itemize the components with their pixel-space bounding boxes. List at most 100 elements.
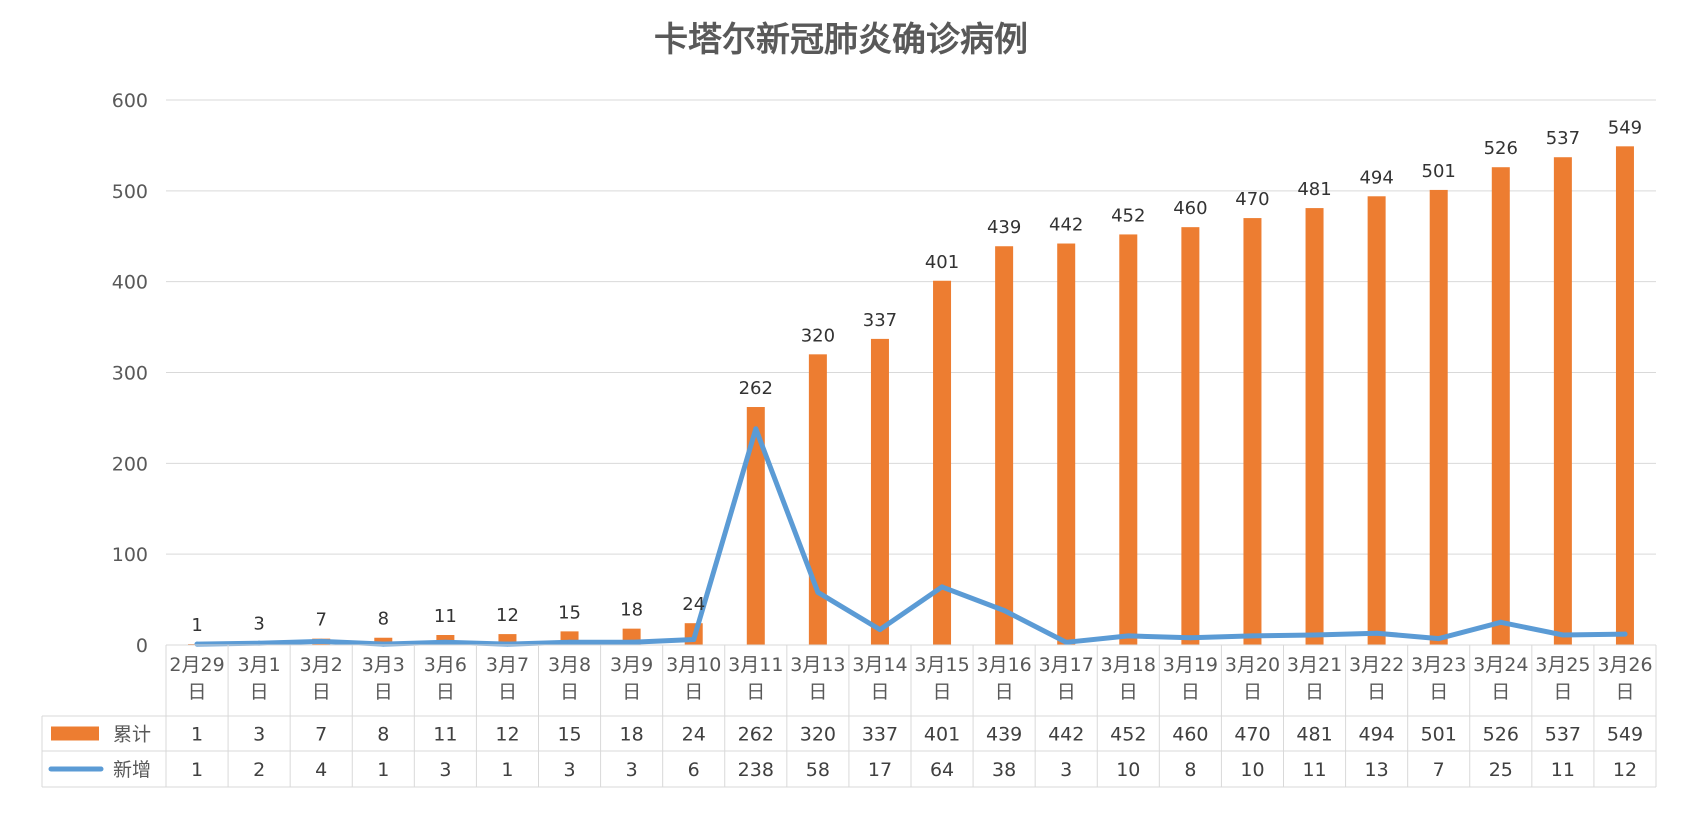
table-cell-line: 8 (1184, 759, 1196, 781)
bar-data-label: 460 (1173, 198, 1207, 219)
y-tick-label: 600 (112, 90, 148, 112)
line-series (194, 426, 1628, 647)
x-tick-label: 3月23 日 (1411, 654, 1466, 703)
bar-data-label: 494 (1359, 167, 1393, 188)
bar-data-label: 24 (682, 594, 705, 615)
bar-data-label: 337 (863, 310, 897, 331)
bar-data-label: 262 (739, 378, 773, 399)
bar-data-label: 401 (925, 252, 959, 273)
x-tick-label: 3月17 日 (1039, 654, 1094, 703)
x-tick-label: 2月29 日 (169, 654, 224, 703)
bar (870, 338, 889, 645)
line-point (567, 639, 573, 645)
line-point (1187, 635, 1193, 641)
table-cell-bar: 442 (1048, 724, 1084, 746)
x-tick-label: 3月10 日 (666, 654, 721, 703)
line-point (318, 638, 324, 644)
y-tick-label: 500 (112, 181, 148, 203)
bar (1615, 146, 1634, 645)
bar-data-label: 15 (558, 602, 581, 623)
x-tick-label: 3月14 日 (852, 654, 907, 703)
table-cell-line: 64 (930, 759, 954, 781)
bar-data-label: 8 (378, 609, 389, 630)
x-tick-label: 3月26 日 (1597, 654, 1652, 703)
table-cell-bar: 3 (253, 724, 265, 746)
table-cell-bar: 337 (862, 724, 898, 746)
line-point (1312, 632, 1318, 638)
bar-series (188, 146, 1634, 646)
table-cell-bar: 401 (924, 724, 960, 746)
table-cell-line: 3 (563, 759, 575, 781)
data-labels: 1 3 7 8 11 12 15 18 24 262 320 337 401 439 442 452 460 47… (191, 117, 1642, 636)
y-tick-label: 400 (112, 272, 148, 294)
y-tick-label: 300 (112, 363, 148, 385)
table-cell-bar: 262 (738, 724, 774, 746)
bar (1243, 218, 1262, 646)
bar (1367, 196, 1386, 646)
line-point (1001, 607, 1007, 613)
line-point (442, 639, 448, 645)
table-cell-bar: 1 (191, 724, 203, 746)
line-point (939, 584, 945, 590)
bar (1491, 167, 1510, 645)
table-cell-bar: 7 (315, 724, 327, 746)
bar (1429, 189, 1448, 646)
bar-data-label: 549 (1608, 117, 1642, 138)
bar (1305, 208, 1324, 645)
table-cell-bar: 12 (495, 724, 519, 746)
bar-data-label: 537 (1546, 128, 1580, 149)
x-tick-label: 3月24 日 (1473, 654, 1528, 703)
grid (166, 99, 1656, 555)
table-cell-line: 12 (1613, 759, 1637, 781)
table-cell-bar: 526 (1483, 724, 1519, 746)
x-tick-label: 3月8 日 (548, 654, 591, 703)
line-point (1622, 631, 1628, 637)
bar-data-label: 452 (1111, 205, 1145, 226)
legend-label-bar: 累计 (113, 724, 151, 746)
x-tick-label: 3月22 日 (1349, 654, 1404, 703)
table-cell-line: 11 (1551, 759, 1575, 781)
bar-data-label: 11 (434, 606, 457, 627)
table-cell-line: 10 (1116, 759, 1140, 781)
table-cell-bar: 15 (557, 724, 581, 746)
line-point (504, 641, 510, 647)
bar (1057, 243, 1076, 645)
table-cell-bar: 24 (682, 724, 706, 746)
table-cell-line: 6 (688, 759, 700, 781)
line-point (1498, 619, 1504, 625)
y-tick-label: 0 (136, 635, 148, 657)
bar (1553, 157, 1572, 645)
x-tick-label: 3月20 日 (1225, 654, 1280, 703)
table-cell-bar: 537 (1545, 724, 1581, 746)
bar-data-label: 3 (253, 613, 264, 634)
line-point (256, 640, 262, 646)
line-point (1249, 633, 1255, 639)
bar-data-label: 470 (1235, 189, 1269, 210)
table-cell-bar: 320 (800, 724, 836, 746)
table-cell-line: 1 (377, 759, 389, 781)
line-point (877, 627, 883, 633)
bar (933, 280, 952, 645)
table-cell-line: 238 (738, 759, 774, 781)
x-tick-label: 3月6 日 (424, 654, 467, 703)
table-cell-bar: 549 (1607, 724, 1643, 746)
x-tick-label: 3月16 日 (976, 654, 1031, 703)
x-tick-label: 3月7 日 (486, 654, 529, 703)
table-cell-bar: 452 (1110, 724, 1146, 746)
line-point (691, 637, 697, 643)
bar-data-label: 1 (191, 615, 202, 636)
line-point (194, 641, 200, 647)
bar-data-label: 7 (315, 610, 326, 631)
bar (1119, 234, 1138, 645)
table-cell-line: 1 (191, 759, 203, 781)
table-cell-bar: 494 (1358, 724, 1394, 746)
bar (1181, 227, 1200, 645)
bar (808, 354, 827, 645)
line-point (1125, 633, 1131, 639)
bar-data-label: 481 (1297, 179, 1331, 200)
x-tick-label: 3月9 日 (610, 654, 653, 703)
y-tick-label: 200 (112, 453, 148, 475)
line-point (815, 589, 821, 595)
table-cell-line: 10 (1240, 759, 1264, 781)
